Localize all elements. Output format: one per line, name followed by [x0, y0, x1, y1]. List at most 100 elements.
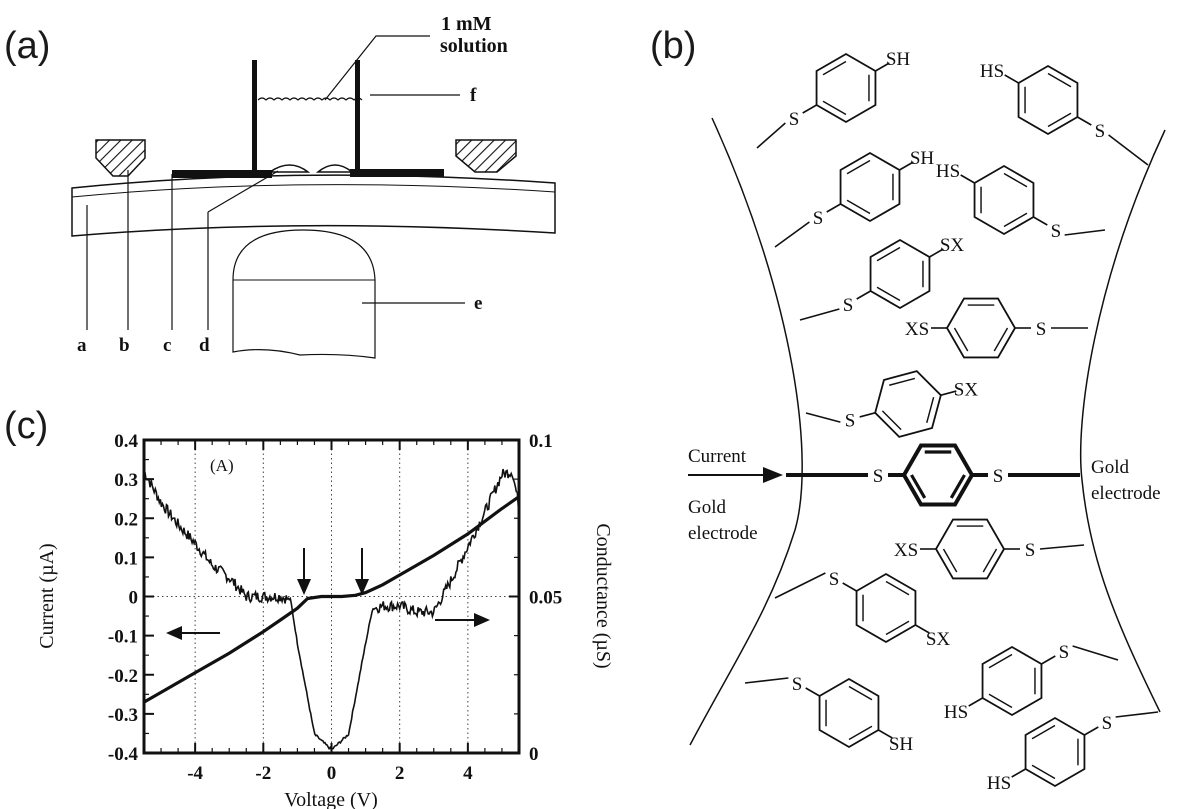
y-left-tick-label: -0.1: [108, 627, 138, 648]
right-electrode-label-line1: Gold: [1091, 457, 1130, 478]
benzene-ring: [973, 164, 1035, 236]
y-left-tick-labels: 0.4 0.3 0.2 0.1 0 -0.1 -0.2 -0.3 -0.4: [108, 431, 139, 765]
bond: [1041, 655, 1056, 665]
atom-label: SH: [910, 148, 935, 169]
ring-double-bond: [953, 327, 969, 352]
x-tick-label: 0: [327, 763, 337, 784]
label-b: b: [119, 335, 130, 356]
ring-double-bond: [885, 620, 910, 636]
ring-double-bond: [1031, 724, 1056, 740]
benzene-ring: [901, 443, 975, 507]
ring-double-bond: [988, 693, 1013, 709]
leader-solution: [324, 35, 430, 101]
bond: [756, 122, 786, 149]
conductance-curve: [143, 468, 520, 751]
y-left-tick-label: -0.4: [108, 744, 139, 765]
ring-double-bond: [910, 474, 927, 499]
ring-double-bond: [1047, 72, 1072, 88]
x-tick-label: -2: [255, 763, 271, 784]
y-left-tick-label: -0.2: [108, 666, 138, 687]
ring-double-bond: [846, 159, 871, 175]
left-gold-electrode-surface: [689, 117, 803, 746]
ring-double-bond: [889, 377, 916, 386]
iv-conductance-chart: (A) 0.4 0.3 0.2 0.1 0 -0.1 -0.2 -0.3 -0.4 0.1 0.0…: [36, 431, 614, 809]
ring-double-bond: [982, 548, 998, 573]
y-left-tick-label: -0.3: [108, 705, 138, 726]
leader-d-diag: [207, 170, 279, 213]
current-arrowhead: [763, 467, 783, 483]
gold-bridge-right: [315, 164, 355, 173]
bond: [859, 412, 876, 418]
panel-label-b: (b): [650, 25, 696, 67]
atom-label: S: [993, 466, 1004, 487]
benzene-ring: [839, 151, 901, 223]
inset-label: (A): [210, 456, 234, 475]
y-axis-label-right: Conductance (µS): [592, 523, 614, 668]
y-left-tick-label: 0.4: [114, 431, 138, 452]
benzene-ring: [855, 572, 917, 644]
bond: [1011, 768, 1026, 778]
gold-film-left: [172, 170, 272, 178]
y-right-tick-label: 0.05: [529, 588, 562, 609]
atom-label: HS: [944, 702, 968, 723]
bond: [875, 62, 890, 72]
bond: [1039, 544, 1085, 550]
atom-label: XS: [905, 319, 929, 340]
bond: [940, 390, 957, 396]
x-tick-labels: -4 -2 0 2 4: [187, 763, 473, 784]
bond: [799, 308, 840, 321]
support-right: [455, 139, 517, 173]
gold-film-right: [350, 169, 444, 177]
atom-label: SX: [954, 379, 979, 400]
pushing-rod: [232, 229, 376, 359]
bond: [929, 248, 944, 258]
atom-label: HS: [987, 773, 1011, 794]
atom-label: S: [873, 466, 884, 487]
atom-label: S: [1025, 540, 1036, 561]
bond: [774, 572, 826, 599]
atom-label: SX: [940, 235, 965, 256]
bond: [878, 729, 893, 739]
ring-double-bond: [848, 685, 873, 701]
bond: [802, 104, 817, 114]
break-junction-setup-diagram: 1 mM solution f e a b c d: [71, 13, 556, 359]
benzene-ring: [945, 297, 1017, 359]
solution-surface: [257, 97, 363, 101]
left-electrode-label-line1: Gold: [688, 497, 727, 518]
ring-double-bond: [926, 396, 935, 423]
label-f: f: [470, 85, 477, 106]
bond: [826, 203, 841, 213]
ring-double-bond: [1047, 112, 1072, 128]
panel-label-a: (a): [4, 25, 50, 67]
label-c: c: [163, 335, 171, 356]
bond: [960, 174, 975, 184]
y-right-tick-label: 0: [529, 744, 539, 765]
y-left-tick-label: 0.3: [114, 470, 138, 491]
ring-double-bond: [822, 100, 847, 116]
atom-label: S: [1059, 642, 1070, 663]
ring-double-bond: [885, 580, 910, 596]
label-d: d: [199, 335, 210, 356]
x-axis-label: Voltage (V): [284, 789, 378, 809]
ring-double-bond: [876, 286, 901, 302]
ring-double-bond: [846, 199, 871, 215]
atom-label: S: [1102, 713, 1113, 734]
bond: [856, 290, 871, 300]
bond: [842, 582, 857, 592]
bond: [1108, 134, 1149, 166]
x-tick-label: -4: [187, 763, 203, 784]
bond: [774, 221, 810, 248]
y-left-tick-label: 0.1: [114, 548, 138, 569]
atom-label: S: [792, 674, 803, 695]
atom-label: S: [1095, 121, 1106, 142]
left-electrode-label-line2: electrode: [688, 523, 758, 544]
atom-label: S: [1051, 221, 1062, 242]
bond: [1072, 645, 1119, 661]
benzene-ring: [874, 370, 942, 438]
atom-label: HS: [980, 61, 1004, 82]
label-a: a: [77, 335, 87, 356]
ring-double-bond: [988, 653, 1013, 669]
